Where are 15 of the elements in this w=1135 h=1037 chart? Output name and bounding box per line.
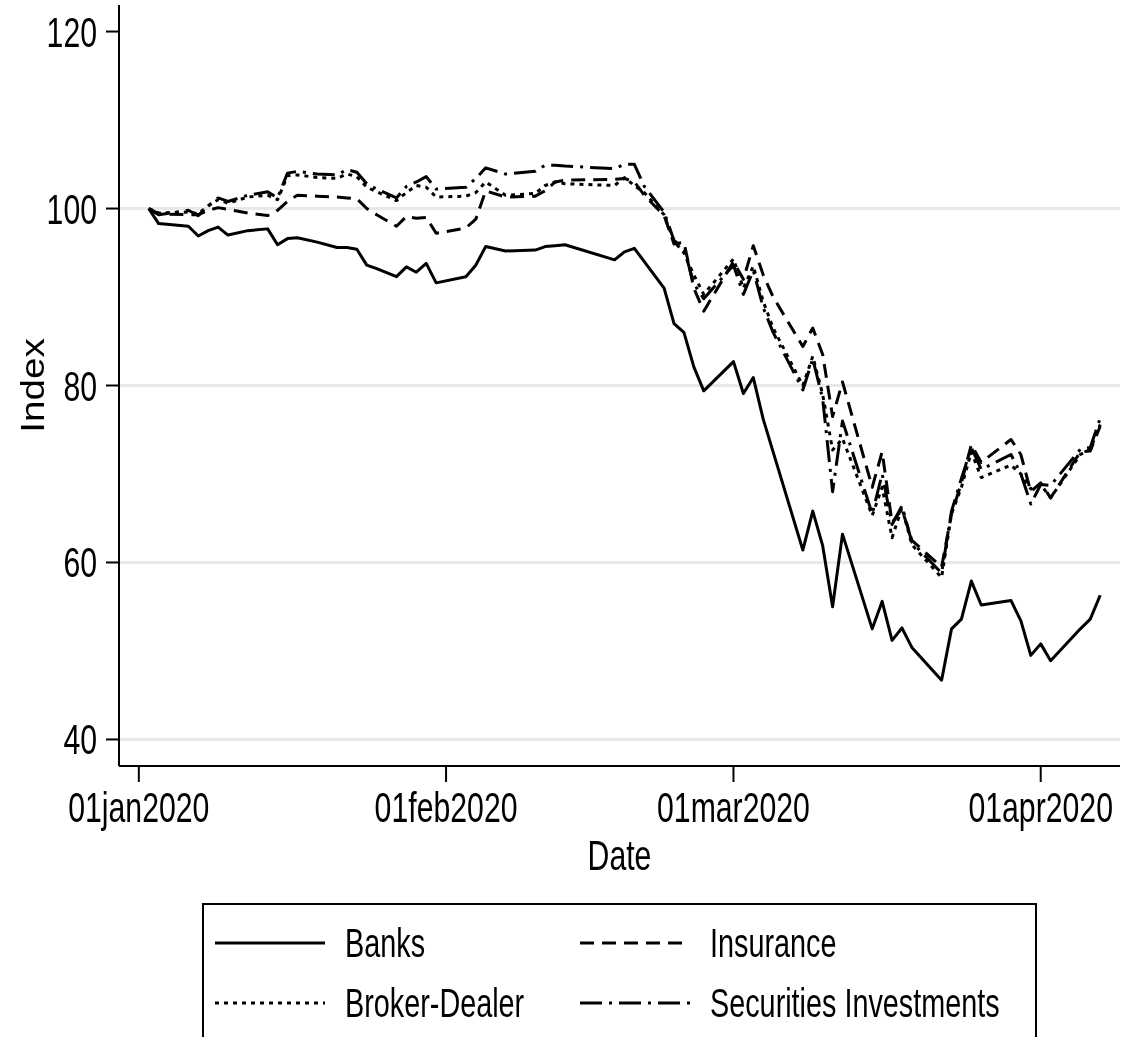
x-tick-label: 01feb2020 bbox=[374, 784, 518, 832]
y-tick-label: 60 bbox=[63, 539, 97, 587]
x-tick-label: 01mar2020 bbox=[657, 784, 810, 832]
x-tick-label: 01jan2020 bbox=[68, 784, 210, 832]
x-axis-title: Date bbox=[587, 832, 652, 880]
legend-label: Insurance bbox=[710, 920, 837, 966]
y-tick-label: 80 bbox=[63, 362, 97, 410]
y-tick-label: 40 bbox=[63, 716, 97, 764]
legend-label: Banks bbox=[345, 920, 426, 966]
legend-label: Broker-Dealer bbox=[345, 980, 525, 1026]
y-axis-title: Index bbox=[13, 338, 52, 433]
y-tick-label: 100 bbox=[46, 185, 97, 233]
x-tick-label: 01apr2020 bbox=[968, 784, 1113, 832]
legend-label: Securities Investments bbox=[710, 980, 1000, 1026]
y-tick-label: 120 bbox=[46, 8, 97, 56]
